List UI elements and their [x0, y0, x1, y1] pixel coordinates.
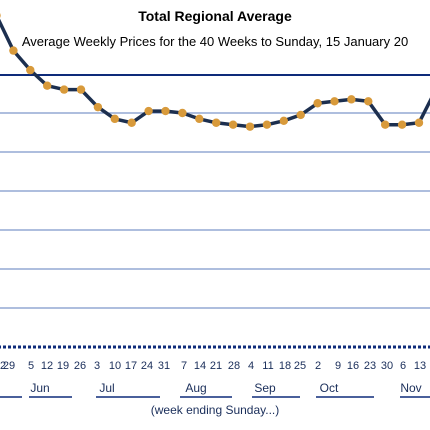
x-tick-label: 6: [400, 360, 406, 372]
x-tick-label: 23: [364, 360, 376, 372]
x-tick-label: 30: [381, 360, 393, 372]
x-tick-label: 19: [57, 360, 69, 372]
data-point: [144, 106, 153, 116]
x-tick-label: 2: [315, 360, 321, 372]
data-point: [9, 46, 18, 55]
data-point: [364, 97, 373, 106]
data-point: [195, 114, 204, 124]
data-point: [245, 122, 255, 131]
month-label: Jun: [30, 381, 49, 395]
chart-subtitle: Average Weekly Prices for the 40 Weeks t…: [21, 34, 409, 49]
month-label: Aug: [185, 381, 206, 395]
data-point: [279, 116, 288, 126]
x-tick-label: 11: [262, 360, 273, 372]
data-point: [296, 110, 305, 120]
data-point: [347, 95, 356, 104]
data-point: [397, 120, 407, 129]
x-tick-label: 26: [74, 360, 86, 372]
data-point: [110, 114, 120, 124]
data-point: [178, 108, 187, 118]
x-tick-label: 16: [347, 360, 359, 372]
x-tick-label: 31: [158, 360, 170, 372]
data-point: [43, 81, 52, 90]
data-point: [330, 97, 339, 106]
x-tick-label: 9: [335, 360, 341, 372]
data-point: [212, 118, 221, 127]
month-label: Oct: [320, 381, 339, 395]
data-point: [262, 120, 272, 129]
data-point: [76, 85, 86, 94]
x-tick-label: 7: [181, 360, 187, 372]
x-tick-label: 13: [414, 360, 426, 372]
x-tick-label: 29: [3, 360, 15, 372]
x-tick-label: 25: [294, 360, 306, 372]
data-point: [26, 65, 35, 75]
month-label: Sep: [254, 381, 276, 395]
x-tick-label: 28: [228, 360, 240, 372]
x-tick-label: 3: [94, 360, 100, 372]
x-tick-label: 4: [248, 360, 254, 372]
x-tick-label: 12: [41, 360, 53, 372]
x-axis-caption: (week ending Sunday...): [150, 403, 280, 417]
x-tick-label: 22: [0, 360, 6, 372]
data-point: [313, 99, 322, 108]
data-point: [0, 13, 1, 18]
x-tick-label: 24: [141, 360, 153, 372]
x-tick-label: 18: [279, 360, 291, 372]
chart-title: Total Regional Average: [138, 8, 292, 24]
data-point: [161, 106, 170, 116]
data-point: [127, 118, 136, 127]
data-point: [414, 118, 424, 127]
x-tick-label: 14: [194, 360, 206, 372]
data-point: [381, 120, 390, 129]
x-tick-label: 17: [125, 360, 137, 372]
data-point: [228, 120, 238, 129]
data-point: [59, 85, 69, 94]
month-label: Nov: [400, 381, 421, 395]
x-tick-label: 21: [210, 360, 222, 372]
series-line: [0, 18, 430, 129]
x-tick-label: 10: [109, 360, 121, 372]
x-tick-label: 5: [28, 360, 34, 372]
month-label: Jul: [99, 381, 114, 395]
data-point: [93, 102, 103, 112]
